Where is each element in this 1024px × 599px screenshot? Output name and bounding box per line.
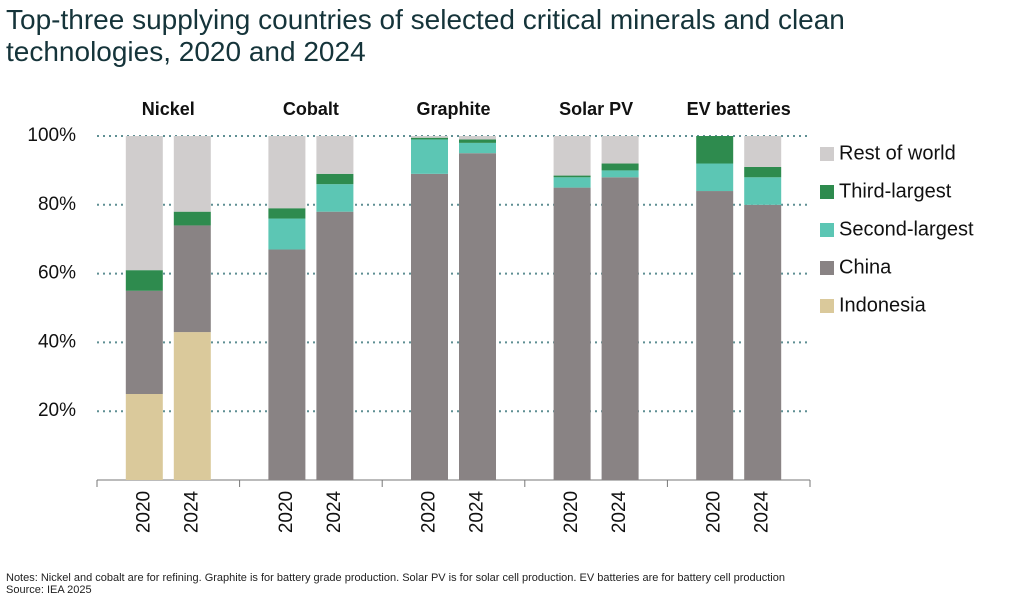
bar-segment: [316, 136, 354, 174]
bar-segment: [268, 249, 306, 480]
bar-segment: [411, 173, 448, 480]
bar-segment: [696, 191, 734, 481]
legend-label: Second-largest: [839, 218, 974, 240]
bar-segment: [411, 139, 448, 174]
legend-swatch: [820, 299, 834, 313]
y-tick-label: 100%: [27, 125, 76, 146]
legend-swatch: [820, 223, 834, 237]
bar-segment: [553, 187, 591, 480]
x-tick-label: 2020: [133, 491, 154, 533]
notes: Notes: Nickel and cobalt are for refinin…: [6, 572, 785, 584]
x-tick-label: 2020: [561, 491, 582, 533]
x-tick-label: 2020: [419, 491, 440, 533]
bar-segment: [601, 163, 639, 171]
bar-segment: [411, 137, 448, 140]
legend-swatch: [820, 261, 834, 275]
bar-segment: [268, 136, 306, 209]
x-tick-label: 2024: [467, 490, 488, 533]
bar-segment: [173, 136, 211, 212]
bar-segment: [459, 139, 496, 143]
bar-segment: [553, 136, 591, 176]
bar-segment: [173, 225, 211, 333]
x-tick-label: 2024: [752, 490, 773, 533]
bar-segment: [553, 175, 591, 178]
legend-swatch: [820, 147, 834, 161]
x-tick-label: 2024: [609, 490, 630, 533]
x-tick-label: 2024: [181, 490, 202, 533]
legend-label: China: [839, 256, 892, 278]
chart-title: Top-three supplying countries of selecte…: [6, 4, 845, 67]
bar-segment: [173, 332, 211, 480]
x-tick-label: 2024: [324, 490, 345, 533]
bar-segment: [125, 290, 163, 394]
group-label: Nickel: [142, 99, 195, 119]
bar-segment: [744, 204, 782, 481]
bar-segment: [601, 177, 639, 480]
bar-segment: [601, 170, 639, 178]
source: Source: IEA 2025: [6, 584, 92, 596]
bar-segment: [459, 153, 496, 480]
bar-segment: [459, 136, 496, 140]
y-tick-label: 20%: [38, 400, 76, 421]
group-label: EV batteries: [687, 99, 791, 119]
bar-segment: [125, 136, 163, 271]
bar-segment: [411, 136, 448, 138]
group-label: Cobalt: [283, 99, 339, 119]
x-tick-label: 2020: [276, 491, 297, 533]
y-tick-label: 80%: [38, 194, 76, 215]
legend-swatch: [820, 185, 834, 199]
group-label: Solar PV: [559, 99, 633, 119]
bar-segment: [173, 211, 211, 226]
y-tick-label: 40%: [38, 331, 76, 352]
legend-label: Indonesia: [839, 294, 927, 316]
y-tick-label: 60%: [38, 263, 76, 284]
bar-segment: [125, 394, 163, 480]
group-label: Graphite: [416, 99, 490, 119]
bar-segment: [268, 208, 306, 219]
bar-segment: [744, 166, 782, 178]
bar-segment: [125, 270, 163, 291]
bar-segment: [553, 177, 591, 188]
x-tick-label: 2020: [704, 491, 725, 533]
bar-segment: [696, 136, 734, 164]
bar-segment: [696, 163, 734, 192]
bar-segment: [744, 136, 782, 167]
bar-segment: [744, 177, 782, 205]
bar-segment: [459, 142, 496, 154]
bar-segment: [268, 218, 306, 250]
legend-label: Third-largest: [839, 180, 952, 202]
bar-segment: [316, 173, 354, 185]
legend-label: Rest of world: [839, 142, 956, 164]
bar-segment: [316, 211, 354, 480]
bar-segment: [601, 136, 639, 164]
bar-segment: [316, 184, 354, 212]
